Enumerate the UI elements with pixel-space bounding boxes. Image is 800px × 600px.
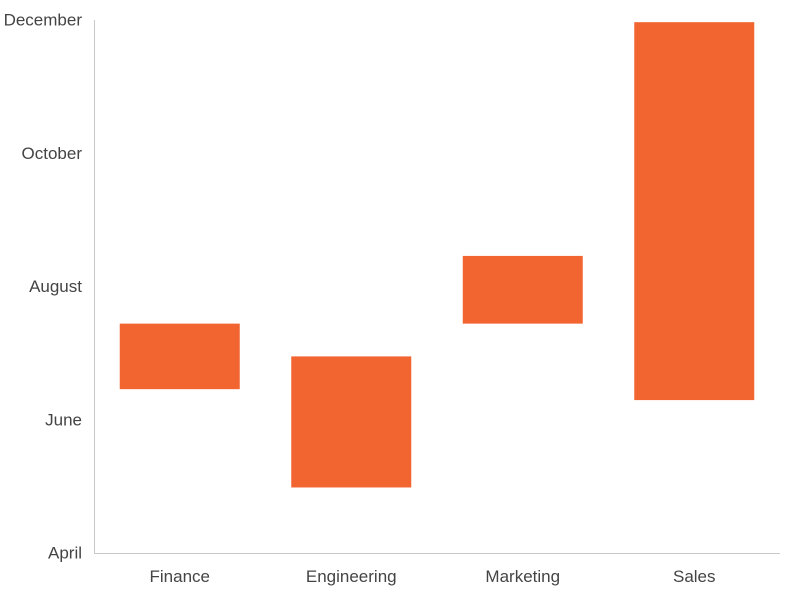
- x-tick-labels: Finance Engineering Marketing Sales: [150, 567, 716, 586]
- x-tick-label-finance: Finance: [150, 567, 210, 586]
- y-tick-label-october: October: [22, 144, 83, 163]
- bar-finance: [119, 323, 240, 390]
- x-tick-label-engineering: Engineering: [306, 567, 397, 586]
- y-tick-label-june: June: [45, 410, 82, 429]
- bar-engineering: [291, 356, 412, 488]
- y-tick-label-april: April: [48, 544, 82, 563]
- y-tick-labels: April June August October December: [4, 11, 83, 563]
- bar-sales: [634, 22, 755, 401]
- bar-marketing: [462, 255, 583, 324]
- x-tick-label-sales: Sales: [673, 567, 716, 586]
- y-tick-label-august: August: [29, 277, 82, 296]
- y-tick-label-december: December: [4, 11, 83, 30]
- x-tick-label-marketing: Marketing: [485, 567, 560, 586]
- bar-group: [119, 22, 755, 488]
